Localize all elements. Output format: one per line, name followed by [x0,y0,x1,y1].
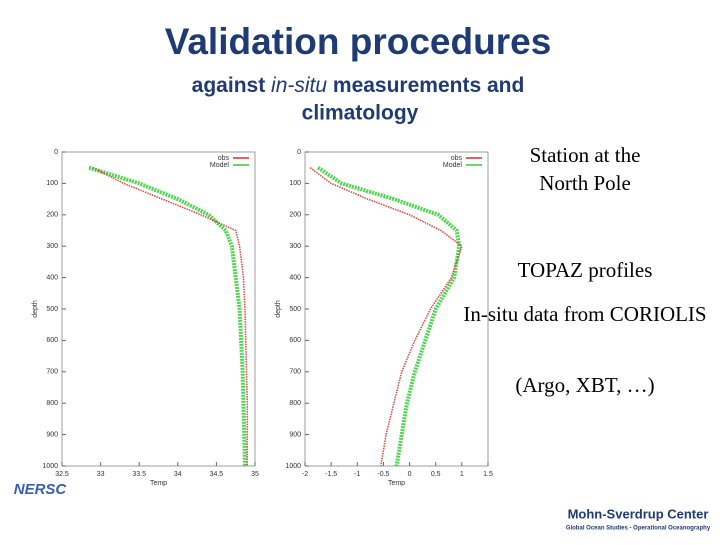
y-axis-label: depth [275,300,282,318]
plot-frame [61,151,256,467]
y-tick-label: 200 [289,212,301,219]
y-axis-label: depth [32,300,39,318]
profile-line [309,167,463,467]
y-tick-label: 0 [54,149,58,156]
note-line: Station at the [530,143,641,167]
x-tick-label: 0 [408,471,412,478]
x-tick-label: 1.5 [483,471,493,478]
y-tick-label: 900 [46,431,58,438]
y-tick-label: 600 [289,337,301,344]
note: Station at the North Pole [530,143,641,195]
legend-label: obs [451,155,463,162]
x-tick-label: 35 [251,471,259,478]
subtitle: climatology [302,102,419,125]
x-tick-label: -0.5 [377,471,389,478]
x-tick-label: 34.5 [210,471,224,478]
x-tick-label: 33 [97,471,105,478]
y-tick-label: 1000 [285,463,301,470]
logo-right-sub: Global Ocean Studies - Operational Ocean… [566,526,711,532]
y-tick-label: 100 [46,180,58,187]
x-tick-label: 34 [174,471,182,478]
profile-line [316,166,462,467]
y-tick-label: 200 [46,212,58,219]
y-tick-label: 100 [289,180,301,187]
y-tick-label: 700 [289,369,301,376]
x-tick-label: -1.5 [325,471,337,478]
y-tick-label: 400 [289,274,301,281]
subtitle-part: against [192,74,271,97]
y-tick-label: 800 [46,400,58,407]
x-tick-label: -2 [302,471,308,478]
x-tick-label: 33.5 [132,471,146,478]
x-tick-label: 0.5 [431,471,441,478]
y-tick-label: 300 [46,243,58,250]
logo-box [560,475,715,530]
legend-label: Model [210,162,230,169]
note-line: North Pole [539,171,631,195]
legend-label: Model [443,162,463,169]
y-tick-label: 400 [46,274,58,281]
x-tick-label: -1 [354,471,360,478]
y-tick-label: 500 [289,306,301,313]
subtitle-part: in-situ [271,74,327,97]
logo-right: Mohn-Sverdrup Center [568,506,709,521]
y-tick-label: 500 [46,306,58,313]
y-tick-label: 700 [46,369,58,376]
slide-title: Validation procedures [165,21,552,62]
y-tick-label: 300 [289,243,301,250]
y-tick-label: 800 [289,400,301,407]
note: (Argo, XBT, …) [515,373,654,397]
logo-left: NERSC [14,481,68,498]
x-tick-label: 1 [460,471,464,478]
subtitle: against in-situ measurements and [192,74,525,97]
y-tick-label: 1000 [42,463,58,470]
x-axis-label: Temp [150,480,167,487]
y-tick-label: 0 [297,149,301,156]
legend-label: obs [218,155,230,162]
profile-line [88,165,247,467]
y-tick-label: 900 [289,431,301,438]
subtitle-part: measurements and [327,74,524,97]
note: TOPAZ profiles [518,258,653,282]
y-tick-label: 600 [46,337,58,344]
x-axis-label: Temp [388,480,405,487]
x-tick-label: 32.5 [55,471,69,478]
profile-line [92,166,249,466]
note: In-situ data from CORIOLIS [463,302,706,326]
